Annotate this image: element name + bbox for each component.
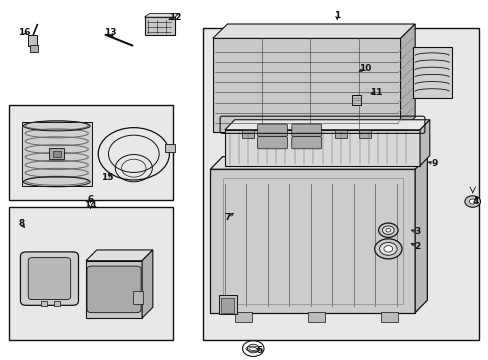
Bar (49, 148, 64, 159)
Text: 14: 14 (84, 201, 97, 210)
Text: 3: 3 (414, 228, 420, 237)
Polygon shape (210, 169, 414, 313)
Polygon shape (144, 14, 179, 17)
Text: 1: 1 (333, 11, 340, 20)
Text: 2: 2 (414, 242, 420, 251)
Bar (28, 35, 37, 45)
Polygon shape (414, 157, 427, 313)
Text: 8: 8 (18, 219, 24, 228)
FancyBboxPatch shape (20, 252, 78, 305)
Polygon shape (400, 24, 414, 132)
Text: 9: 9 (430, 159, 437, 168)
Bar (144, 17, 174, 35)
FancyBboxPatch shape (257, 124, 287, 136)
Bar (358, 130, 370, 138)
FancyBboxPatch shape (28, 258, 71, 300)
Polygon shape (21, 122, 92, 186)
Polygon shape (210, 157, 427, 169)
Text: 12: 12 (169, 13, 181, 22)
Bar (242, 130, 254, 138)
Bar (218, 295, 237, 315)
Bar (412, 47, 451, 98)
Circle shape (379, 242, 396, 255)
Text: 4: 4 (472, 197, 478, 206)
Circle shape (468, 199, 475, 204)
Text: 11: 11 (369, 87, 382, 96)
FancyBboxPatch shape (291, 124, 321, 136)
Bar (53, 151, 61, 157)
Bar (203, 28, 478, 339)
Circle shape (385, 228, 390, 232)
Polygon shape (86, 250, 153, 261)
Bar (133, 291, 143, 304)
Bar (9, 207, 172, 339)
Text: 7: 7 (224, 213, 230, 222)
Polygon shape (142, 250, 153, 318)
FancyBboxPatch shape (87, 266, 141, 313)
Circle shape (383, 246, 392, 252)
Text: 13: 13 (104, 28, 117, 37)
Bar (380, 312, 397, 321)
Bar (9, 105, 172, 200)
Polygon shape (224, 130, 419, 166)
Bar (222, 178, 402, 304)
Bar (221, 298, 233, 313)
Polygon shape (86, 261, 142, 318)
Polygon shape (212, 39, 400, 132)
Bar (54, 301, 60, 306)
Circle shape (464, 196, 480, 207)
Text: 15: 15 (101, 173, 113, 182)
Circle shape (378, 223, 397, 237)
Bar (41, 301, 46, 306)
FancyBboxPatch shape (257, 136, 287, 149)
Polygon shape (212, 24, 414, 39)
Circle shape (374, 239, 401, 259)
Circle shape (382, 226, 393, 234)
FancyBboxPatch shape (291, 136, 321, 149)
Text: 16: 16 (18, 28, 30, 37)
Polygon shape (224, 120, 429, 130)
Text: 5: 5 (256, 346, 262, 355)
Bar (164, 144, 175, 152)
Polygon shape (419, 120, 429, 166)
Bar (351, 95, 360, 105)
Text: 10: 10 (359, 64, 371, 73)
Bar (307, 312, 325, 321)
Bar (334, 130, 346, 138)
Bar (30, 45, 38, 52)
Bar (234, 312, 251, 321)
Text: 6: 6 (87, 195, 93, 204)
